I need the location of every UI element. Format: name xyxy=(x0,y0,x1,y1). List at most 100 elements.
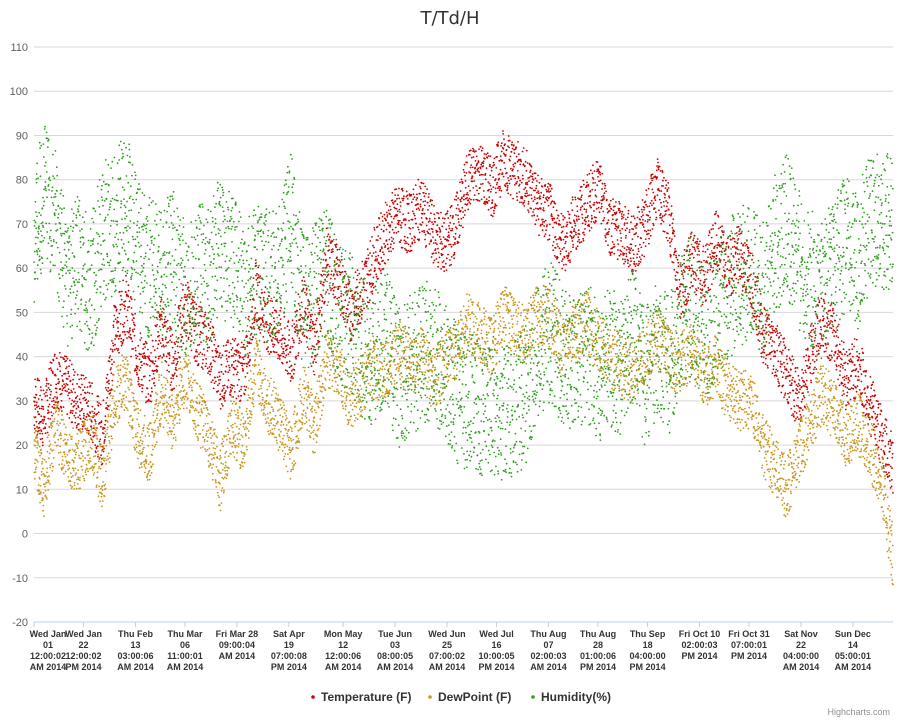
data-point xyxy=(661,171,664,174)
data-point xyxy=(708,231,711,234)
data-point xyxy=(787,348,790,351)
data-point xyxy=(38,379,41,382)
data-point xyxy=(577,229,580,232)
data-point xyxy=(203,315,206,318)
data-point xyxy=(346,308,349,311)
data-point xyxy=(566,221,568,224)
data-point xyxy=(233,385,235,387)
data-point xyxy=(136,435,138,438)
data-point xyxy=(141,440,144,443)
data-point xyxy=(495,183,498,186)
data-point xyxy=(549,190,552,193)
data-point xyxy=(413,214,416,217)
data-point xyxy=(489,155,492,158)
data-point xyxy=(673,230,675,233)
data-point xyxy=(715,210,718,213)
data-point xyxy=(63,451,66,454)
data-point xyxy=(836,344,838,347)
data-point xyxy=(46,389,48,391)
data-point xyxy=(124,333,127,336)
data-point xyxy=(430,203,433,206)
data-point xyxy=(44,489,47,492)
data-point xyxy=(45,377,48,380)
data-point xyxy=(125,374,128,377)
data-point xyxy=(81,440,84,443)
data-point xyxy=(150,352,152,354)
data-point xyxy=(311,313,313,316)
data-point xyxy=(618,207,621,210)
data-point xyxy=(644,245,647,248)
data-point xyxy=(530,197,533,200)
data-point xyxy=(704,278,706,281)
data-point xyxy=(788,396,791,398)
data-point xyxy=(191,298,193,300)
data-point xyxy=(118,384,121,387)
data-point xyxy=(308,311,310,314)
data-point xyxy=(611,218,614,221)
data-point xyxy=(836,329,839,331)
data-point xyxy=(716,246,719,249)
data-point xyxy=(171,334,174,336)
data-point xyxy=(166,341,169,344)
data-point xyxy=(598,201,601,204)
data-point xyxy=(636,223,638,226)
data-point xyxy=(630,215,633,218)
data-point xyxy=(432,242,435,245)
data-point xyxy=(392,203,395,205)
data-point xyxy=(282,350,285,353)
data-point xyxy=(127,295,130,298)
data-point xyxy=(380,256,383,259)
data-point xyxy=(108,442,111,444)
data-point xyxy=(490,169,493,172)
data-point xyxy=(181,314,184,316)
data-point xyxy=(200,331,203,334)
data-point xyxy=(158,339,161,342)
data-point xyxy=(709,268,711,271)
data-point xyxy=(458,234,461,237)
data-point xyxy=(505,149,508,151)
data-point xyxy=(877,454,880,456)
data-point xyxy=(242,346,245,348)
data-point xyxy=(445,228,448,231)
data-point xyxy=(829,322,831,324)
data-point xyxy=(118,351,120,354)
data-point xyxy=(253,321,256,324)
data-point xyxy=(544,219,547,222)
y-tick-label: 80 xyxy=(16,175,28,187)
data-point xyxy=(75,487,78,490)
data-point xyxy=(43,418,46,421)
data-point xyxy=(53,401,56,403)
data-point xyxy=(127,386,130,389)
data-point xyxy=(144,355,147,358)
data-point xyxy=(132,392,135,395)
data-point xyxy=(493,157,496,160)
data-point xyxy=(71,448,74,451)
data-point xyxy=(88,415,90,417)
data-point xyxy=(145,342,148,345)
data-point xyxy=(51,425,54,427)
data-point xyxy=(698,250,700,253)
data-point xyxy=(95,451,97,454)
data-point xyxy=(322,270,324,272)
data-point xyxy=(283,352,285,355)
data-point xyxy=(93,424,95,427)
data-point xyxy=(597,168,600,171)
data-point xyxy=(212,359,215,362)
data-point xyxy=(621,258,624,261)
data-point xyxy=(94,444,97,446)
data-point xyxy=(225,365,228,368)
data-point xyxy=(683,262,685,265)
data-point xyxy=(336,297,339,300)
data-point xyxy=(779,341,782,343)
data-point xyxy=(586,181,588,184)
data-point xyxy=(724,274,726,276)
data-point xyxy=(39,501,41,504)
data-point xyxy=(366,296,369,299)
data-point xyxy=(693,248,696,251)
data-point xyxy=(60,407,63,409)
data-point xyxy=(383,224,386,227)
data-point xyxy=(215,347,218,350)
data-point xyxy=(111,379,114,382)
data-point xyxy=(177,337,180,339)
data-point xyxy=(602,219,605,222)
